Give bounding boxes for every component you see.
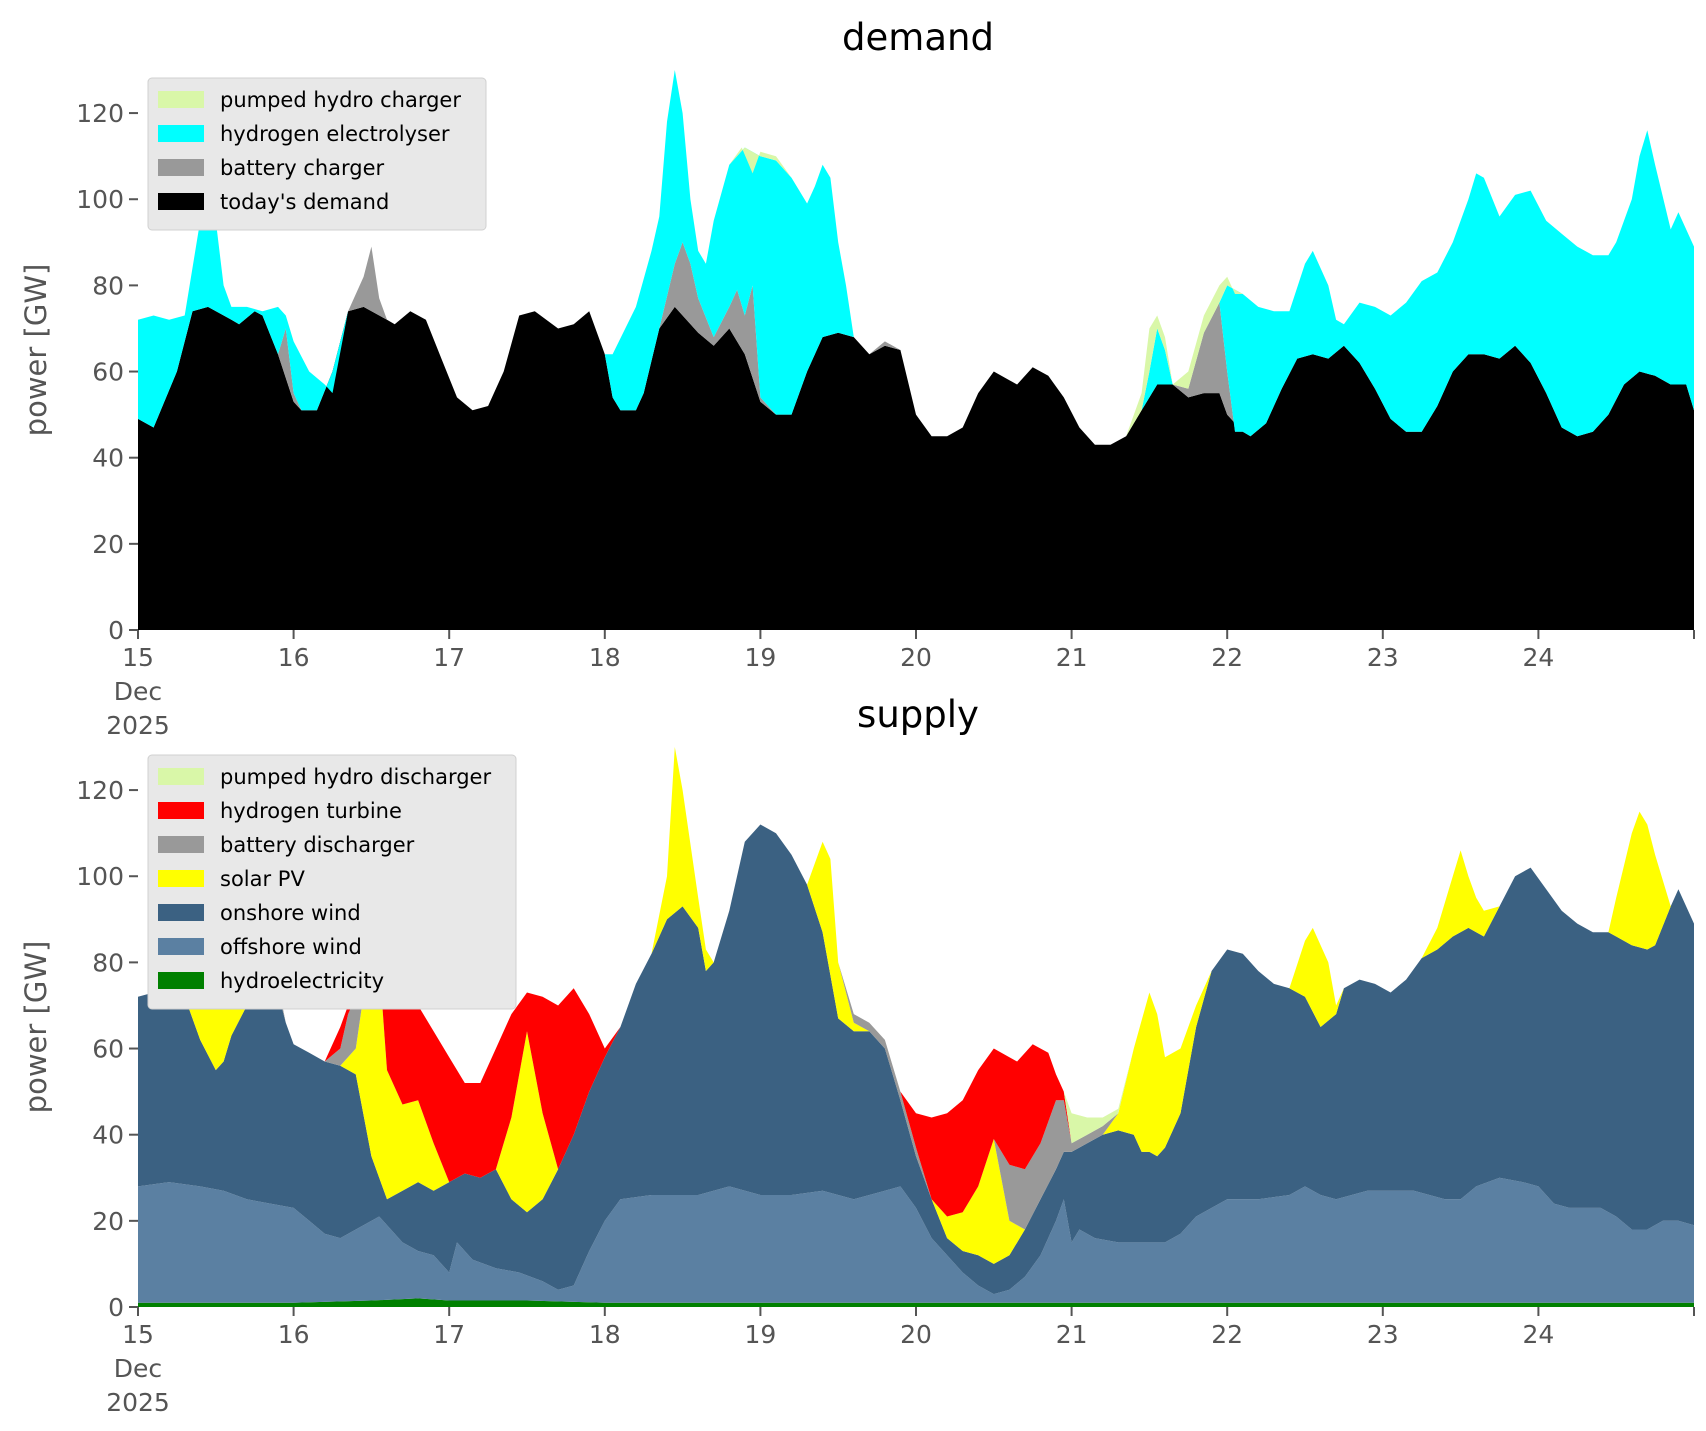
demand-area-today-s-demand [138, 306, 1694, 630]
supply-legend-label-battery-discharger: battery discharger [220, 833, 415, 857]
supply-area-offshore-wind [138, 1177, 1694, 1303]
supply-legend: pumped hydro discharger hydrogen turbine b… [147, 754, 517, 1010]
supply-x-tick-label: 19 [744, 1320, 776, 1349]
demand-x-tick-label: 15 [122, 643, 154, 672]
demand-x-tick-label: 2025 [106, 711, 170, 740]
demand-x-tick-label: 23 [1367, 643, 1399, 672]
supply-panel: supply power [GW] 0 20 40 60 80 100 120 15 Dec 20… [19, 693, 1695, 1417]
supply-legend-swatch-hydroelectricity [158, 972, 204, 989]
demand-x-tick-label: 17 [433, 643, 465, 672]
demand-legend-swatch-pumped-hydro-charger [158, 91, 204, 108]
demand-axes: 0 20 40 60 80 100 120 15 Dec 2025 16 17 18 19 20 21 22 23… [76, 99, 1695, 740]
supply-legend-label-solar-pv: solar PV [220, 867, 305, 891]
supply-y-tick-label: 80 [92, 948, 124, 977]
supply-y-tick-label: 60 [92, 1035, 124, 1064]
supply-legend-label-pumped-hydro-discharger: pumped hydro discharger [220, 765, 491, 789]
demand-y-tick-label: 120 [76, 99, 124, 128]
demand-x-tick-label: 21 [1056, 643, 1088, 672]
supply-area-solar-pv [138, 747, 1694, 1264]
supply-title: supply [857, 693, 979, 736]
demand-y-tick-label: 60 [92, 358, 124, 387]
supply-legend-swatch-onshore-wind [158, 904, 204, 921]
supply-x-tick-label: 23 [1367, 1320, 1399, 1349]
supply-legend-label-offshore-wind: offshore wind [220, 935, 362, 959]
demand-legend-swatch-hydrogen-electrolyser [158, 125, 204, 142]
supply-x-tick-label: Dec [114, 1354, 162, 1383]
supply-x-tick-label: 18 [589, 1320, 621, 1349]
supply-legend-swatch-hydrogen-turbine [158, 802, 204, 819]
supply-y-tick-label: 20 [92, 1207, 124, 1236]
supply-y-tick-label: 0 [108, 1293, 124, 1322]
demand-panel: demand power [GW] 0 20 40 60 80 100 120 15 Dec 20… [19, 16, 1695, 740]
supply-areas [138, 747, 1694, 1307]
demand-legend-box [147, 77, 487, 231]
supply-y-tick-label: 40 [92, 1121, 124, 1150]
demand-y-tick-label: 0 [108, 616, 124, 645]
supply-legend-swatch-offshore-wind [158, 938, 204, 955]
supply-x-tick-label: 21 [1056, 1320, 1088, 1349]
supply-x-tick-label: 17 [433, 1320, 465, 1349]
supply-x-tick-label: 15 [122, 1320, 154, 1349]
demand-y-tick-label: 80 [92, 271, 124, 300]
supply-y-tick-label: 100 [76, 862, 124, 891]
demand-y-axis-label: power [GW] [19, 264, 53, 437]
demand-legend-swatch-battery-charger [158, 159, 204, 176]
demand-area-hydrogen-electrolyser [138, 70, 1694, 445]
demand-legend-label-pumped-hydro-charger: pumped hydro charger [220, 88, 461, 112]
demand-y-tick-label: 20 [92, 530, 124, 559]
demand-y-tick-label: 100 [76, 185, 124, 214]
supply-x-tick-label: 2025 [106, 1388, 170, 1417]
demand-x-tick-label: 20 [900, 643, 932, 672]
supply-legend-label-onshore-wind: onshore wind [220, 901, 361, 925]
supply-legend-label-hydrogen-turbine: hydrogen turbine [220, 799, 402, 823]
supply-legend-swatch-battery-discharger [158, 836, 204, 853]
demand-legend-swatch-today-s-demand [158, 193, 204, 210]
supply-area-onshore-wind [138, 824, 1694, 1295]
supply-legend-label-hydroelectricity: hydroelectricity [220, 969, 384, 993]
supply-legend-box [147, 754, 517, 1010]
supply-y-tick-label: 120 [76, 776, 124, 805]
demand-x-tick-label: 24 [1522, 643, 1554, 672]
supply-legend-swatch-pumped-hydro-discharger [158, 768, 204, 785]
demand-x-tick-label: 19 [744, 643, 776, 672]
demand-areas [138, 70, 1694, 630]
supply-x-tick-label: 16 [278, 1320, 310, 1349]
demand-x-tick-label: 22 [1211, 643, 1243, 672]
demand-y-tick-label: 40 [92, 444, 124, 473]
supply-area-hydrogen-turbine [138, 747, 1694, 1217]
supply-y-axis-label: power [GW] [19, 941, 53, 1114]
supply-x-tick-label: 24 [1522, 1320, 1554, 1349]
demand-title: demand [842, 16, 994, 59]
supply-axes: 0 20 40 60 80 100 120 15 Dec 2025 16 17 18 19 20 21 22 23… [76, 776, 1695, 1417]
demand-x-tick-label: 18 [589, 643, 621, 672]
demand-x-tick-label: Dec [114, 677, 162, 706]
supply-x-tick-label: 22 [1211, 1320, 1243, 1349]
supply-legend-swatch-solar-pv [158, 870, 204, 887]
demand-legend: pumped hydro charger hydrogen electrolyse… [147, 77, 487, 231]
supply-x-tick-label: 20 [900, 1320, 932, 1349]
demand-legend-label-battery-charger: battery charger [220, 156, 385, 180]
demand-x-tick-label: 16 [278, 643, 310, 672]
demand-legend-label-today-s-demand: today's demand [220, 190, 389, 214]
demand-legend-label-hydrogen-electrolyser: hydrogen electrolyser [220, 122, 450, 146]
